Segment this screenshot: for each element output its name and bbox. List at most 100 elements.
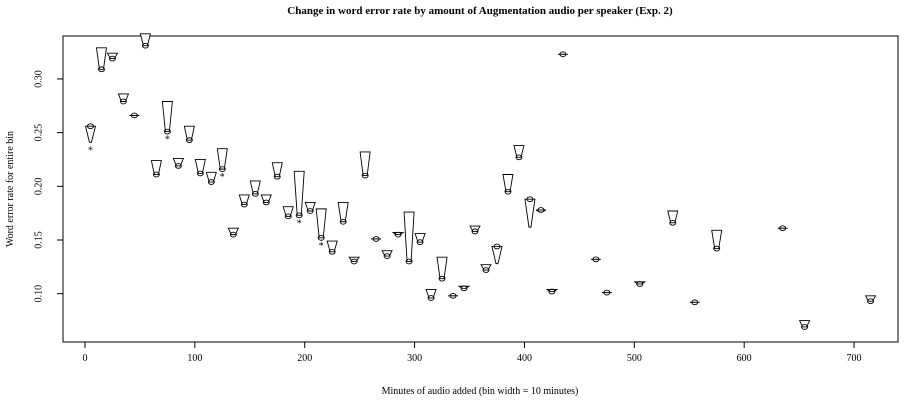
point-marker-13 — [229, 231, 237, 238]
point-marker-35 — [471, 228, 479, 235]
data-point-14 — [238, 194, 250, 208]
range-glyph-7 — [161, 101, 173, 133]
data-point-29 — [403, 211, 415, 265]
data-point-17 — [271, 162, 283, 180]
range-glyph-46 — [633, 281, 647, 285]
range-glyph-34 — [457, 285, 471, 289]
data-point-46 — [633, 281, 647, 287]
range-glyph-6 — [150, 160, 162, 175]
range-glyph-28 — [391, 232, 405, 236]
point-marker-14 — [240, 201, 248, 208]
point-marker-25 — [361, 172, 369, 179]
range-glyph-23 — [337, 201, 349, 223]
point-marker-27 — [383, 253, 391, 259]
range-glyph-21 — [315, 208, 327, 239]
significance-star-7: * — [165, 135, 170, 146]
point-marker-10 — [196, 170, 204, 177]
data-point-11 — [205, 171, 217, 185]
data-point-24 — [348, 256, 361, 265]
x-tick-label-0: 0 — [82, 353, 87, 364]
point-marker-33 — [449, 292, 457, 299]
range-glyph-39 — [513, 145, 525, 158]
data-point-25 — [359, 151, 371, 179]
data-point-51 — [798, 320, 811, 330]
point-marker-45 — [603, 289, 611, 296]
range-glyph-18 — [282, 206, 294, 217]
y-tick-label-4: 0.30 — [33, 70, 44, 88]
x-tick-label-5: 500 — [627, 353, 642, 364]
point-marker-20 — [306, 208, 314, 214]
point-marker-31 — [427, 295, 435, 301]
range-glyph-22 — [326, 240, 338, 253]
point-marker-50 — [779, 225, 787, 232]
data-point-15 — [249, 180, 261, 197]
y-tick-label-3: 0.25 — [33, 124, 44, 142]
data-point-30 — [414, 233, 426, 245]
data-point-27 — [381, 250, 393, 259]
data-point-39 — [513, 145, 525, 161]
point-marker-8 — [174, 163, 182, 169]
data-point-16 — [260, 194, 272, 206]
significance-star-21: * — [319, 241, 324, 252]
point-marker-23 — [339, 218, 347, 225]
data-point-49 — [711, 229, 723, 252]
y-axis: 0.10 0.15 0.20 0.25 0.30 — [33, 70, 63, 302]
data-point-32 — [436, 256, 448, 282]
range-glyph-11 — [205, 171, 217, 183]
point-marker-47 — [669, 219, 677, 226]
point-marker-34 — [460, 285, 468, 292]
point-marker-44 — [592, 256, 600, 263]
x-tick-label-2: 200 — [297, 353, 312, 364]
point-marker-36 — [482, 267, 490, 273]
data-point-9 — [183, 125, 195, 143]
data-point-6 — [150, 160, 162, 178]
plot-frame — [62, 35, 899, 343]
range-glyph-14 — [238, 194, 250, 206]
y-tick-label-0: 0.10 — [33, 285, 44, 303]
data-point-18 — [282, 206, 294, 220]
range-glyph-29 — [403, 211, 415, 262]
range-glyph-40 — [524, 198, 536, 228]
point-marker-1 — [98, 66, 105, 73]
x-tick-label-3: 300 — [407, 353, 422, 364]
point-marker-12 — [218, 166, 226, 172]
data-point-2 — [106, 52, 119, 62]
point-marker-32 — [438, 275, 446, 282]
range-glyph-42 — [545, 288, 559, 292]
data-point-5 — [139, 33, 151, 49]
point-marker-30 — [416, 239, 424, 245]
x-tick-label-1: 100 — [187, 353, 202, 364]
data-point-19: * — [293, 170, 305, 229]
point-marker-42 — [548, 288, 556, 295]
point-marker-38 — [504, 188, 512, 195]
range-glyph-51 — [798, 320, 811, 328]
point-marker-3 — [119, 98, 127, 105]
range-glyph-10 — [194, 159, 206, 174]
data-point-13 — [227, 227, 240, 238]
data-point-20 — [304, 201, 316, 214]
range-glyph-17 — [271, 162, 283, 178]
data-point-35 — [469, 225, 481, 235]
point-marker-28 — [394, 231, 402, 238]
point-marker-4 — [130, 112, 138, 119]
point-marker-49 — [713, 245, 721, 252]
point-marker-52 — [867, 298, 874, 305]
significance-star-19: * — [297, 218, 302, 229]
point-marker-15 — [251, 190, 259, 197]
point-marker-5 — [141, 42, 149, 49]
data-point-38 — [502, 174, 514, 195]
point-marker-2 — [108, 55, 116, 62]
data-point-28 — [391, 231, 405, 238]
data-point-50 — [777, 225, 788, 232]
point-marker-7 — [163, 128, 171, 135]
y-axis-label: Word error rate for entire bin — [5, 131, 16, 247]
point-marker-51 — [801, 324, 809, 330]
point-marker-16 — [262, 199, 270, 206]
data-point-44 — [590, 256, 601, 263]
range-glyph-20 — [304, 201, 316, 212]
point-marker-40 — [526, 196, 534, 203]
point-marker-19 — [295, 212, 303, 219]
point-marker-41 — [537, 207, 545, 213]
range-glyph-41 — [535, 209, 547, 213]
